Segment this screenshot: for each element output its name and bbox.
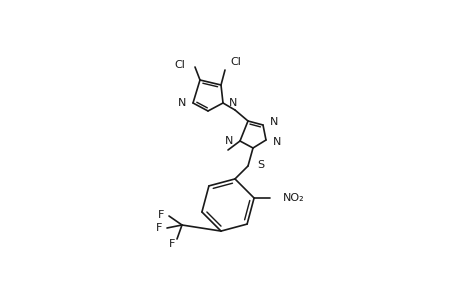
Text: F: F — [157, 210, 164, 220]
Text: N: N — [269, 117, 278, 127]
Text: Cl: Cl — [174, 60, 185, 70]
Text: NO₂: NO₂ — [282, 193, 304, 203]
Text: N: N — [272, 137, 281, 147]
Text: N: N — [177, 98, 185, 108]
Text: Cl: Cl — [230, 57, 241, 67]
Text: F: F — [155, 223, 162, 233]
Text: S: S — [257, 160, 263, 170]
Text: F: F — [168, 239, 174, 249]
Text: N: N — [229, 98, 237, 108]
Text: N: N — [224, 136, 233, 146]
